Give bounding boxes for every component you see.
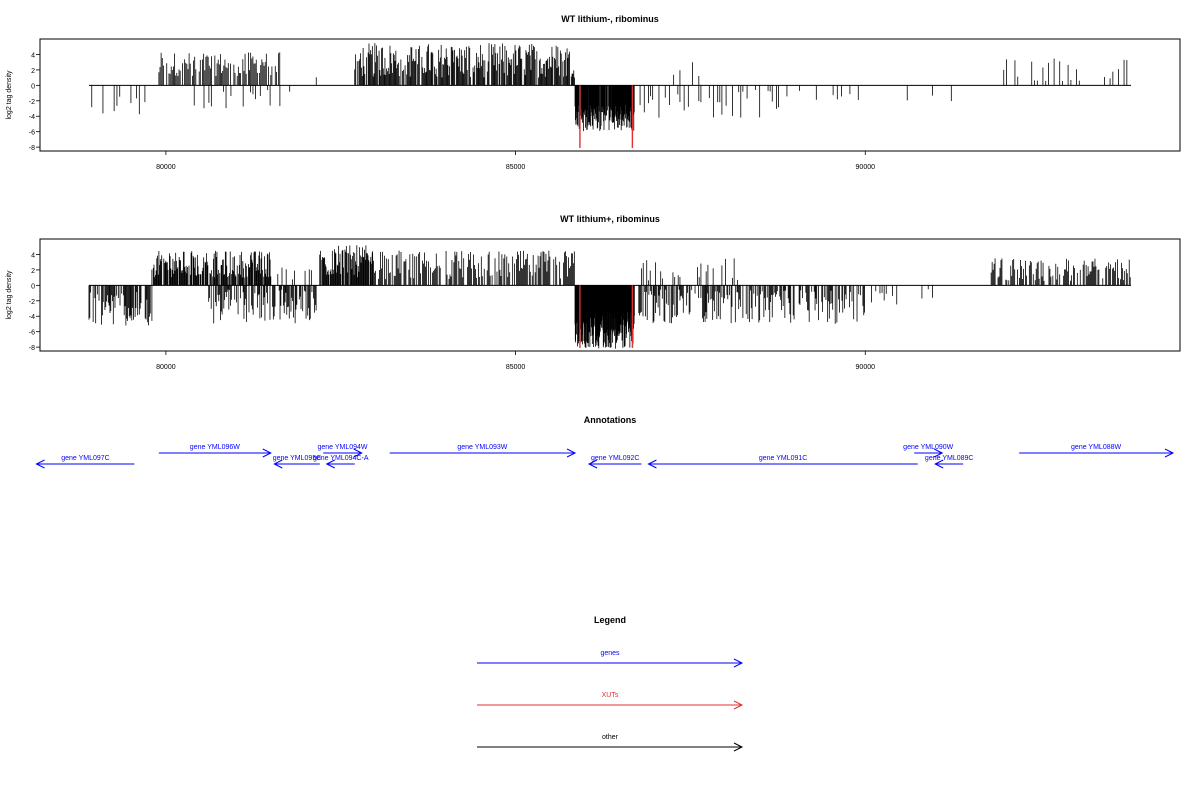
series-1 (88, 245, 1131, 349)
y-tick-label: 4 (31, 252, 35, 259)
gene-arrowhead (566, 448, 577, 458)
y-axis-label: log2 tag density (6, 270, 13, 320)
y-tick-label: 0 (31, 83, 35, 90)
y-axis-label: log2 tag density (6, 70, 13, 120)
gene-annotation: gene YML090W (903, 444, 954, 458)
gene-arrowhead (587, 459, 598, 469)
plot-frame (39, 38, 1181, 152)
x-tick-label: 85000 (506, 164, 526, 171)
y-tick-label: 4 (31, 52, 35, 59)
y-tick-label: -4 (29, 114, 35, 121)
gene-label: gene YML093W (457, 444, 507, 451)
gene-arrowhead (933, 448, 944, 458)
gene-label: gene YML089C (925, 455, 974, 462)
y-tick-label: -2 (29, 99, 35, 106)
gene-label: gene YML094W (317, 444, 367, 451)
y-tick-label: -6 (29, 330, 35, 337)
gene-arrowhead (35, 459, 45, 469)
legend-item: other (477, 734, 744, 752)
gene-annotation: gene YML094W (317, 444, 368, 458)
y-tick-label: 2 (31, 68, 35, 75)
legend-item: genes (477, 650, 744, 668)
gene-arrowhead (934, 459, 944, 469)
series-2 (579, 285, 634, 348)
gene-annotation: gene YML091C (647, 455, 918, 469)
gene-arrowhead (1164, 448, 1175, 458)
gene-label: gene YML092C (591, 455, 640, 462)
gene-label: gene YML096W (190, 444, 240, 451)
legend-arrowhead (733, 658, 744, 668)
chart-panel-1: WT lithium-, ribominus -8 -6 -4 -2 0 2 4 log2 ta… (6, 14, 1181, 171)
y-tick-label: -8 (29, 145, 35, 152)
legend-arrowhead (733, 700, 744, 710)
series-2 (579, 85, 634, 148)
gene-label: gene YML090W (903, 444, 953, 451)
gene-annotation: gene YML089C (925, 455, 974, 469)
gene-arrowhead (273, 459, 283, 469)
gene-label: gene YML088W (1071, 444, 1121, 451)
gene-arrowhead (262, 448, 272, 458)
y-tick-label: -2 (29, 299, 35, 306)
gene-label: gene YML091C (759, 455, 808, 462)
y-tick-label: -8 (29, 345, 35, 352)
legend-label: other (602, 734, 619, 741)
gene-annotation: gene YML095C (273, 455, 322, 469)
series-1 (91, 43, 1128, 132)
gene-annotation: gene YML097C (35, 455, 135, 469)
y-tick-label: -4 (29, 314, 35, 321)
gene-label: gene YML094C-A (313, 455, 369, 462)
gene-label: gene YML097C (61, 455, 110, 462)
chart-title: WT lithium+, ribominus (560, 214, 660, 224)
gene-annotation: gene YML094C-A (313, 455, 369, 469)
gene-arrowhead (647, 459, 657, 469)
y-tick-label: 2 (31, 268, 35, 275)
annotations-panel: Annotations gene YML097C gene YML096W gene … (35, 415, 1175, 469)
gene-label: gene YML095C (273, 455, 322, 462)
legend-panel: Legend genes XUTs other (477, 615, 744, 752)
x-tick-label: 80000 (156, 164, 176, 171)
gene-annotation: gene YML093W (389, 444, 577, 458)
gene-arrowhead (353, 448, 363, 458)
chart-title: WT lithium-, ribominus (561, 14, 659, 24)
legend-item: XUTs (477, 692, 744, 710)
gene-annotation: gene YML096W (158, 444, 272, 458)
legend-arrowhead (733, 742, 744, 752)
x-tick-label: 90000 (856, 164, 876, 171)
legend-label: XUTs (602, 692, 619, 699)
x-tick-label: 80000 (156, 364, 176, 371)
gene-annotation: gene YML092C (587, 455, 642, 469)
gene-arrowhead (325, 459, 335, 469)
y-tick-label: -6 (29, 130, 35, 137)
y-tick-label: 0 (31, 283, 35, 290)
gene-annotation: gene YML088W (1019, 444, 1175, 458)
chart-panel-2: WT lithium+, ribominus -8 -6 -4 -2 0 2 4 log2 ta… (6, 214, 1181, 371)
legend-title: Legend (594, 615, 626, 625)
x-tick-label: 85000 (506, 364, 526, 371)
legend-label: genes (600, 650, 620, 657)
annotations-title: Annotations (584, 415, 637, 425)
plot-frame (39, 238, 1181, 352)
x-tick-label: 90000 (856, 364, 876, 371)
